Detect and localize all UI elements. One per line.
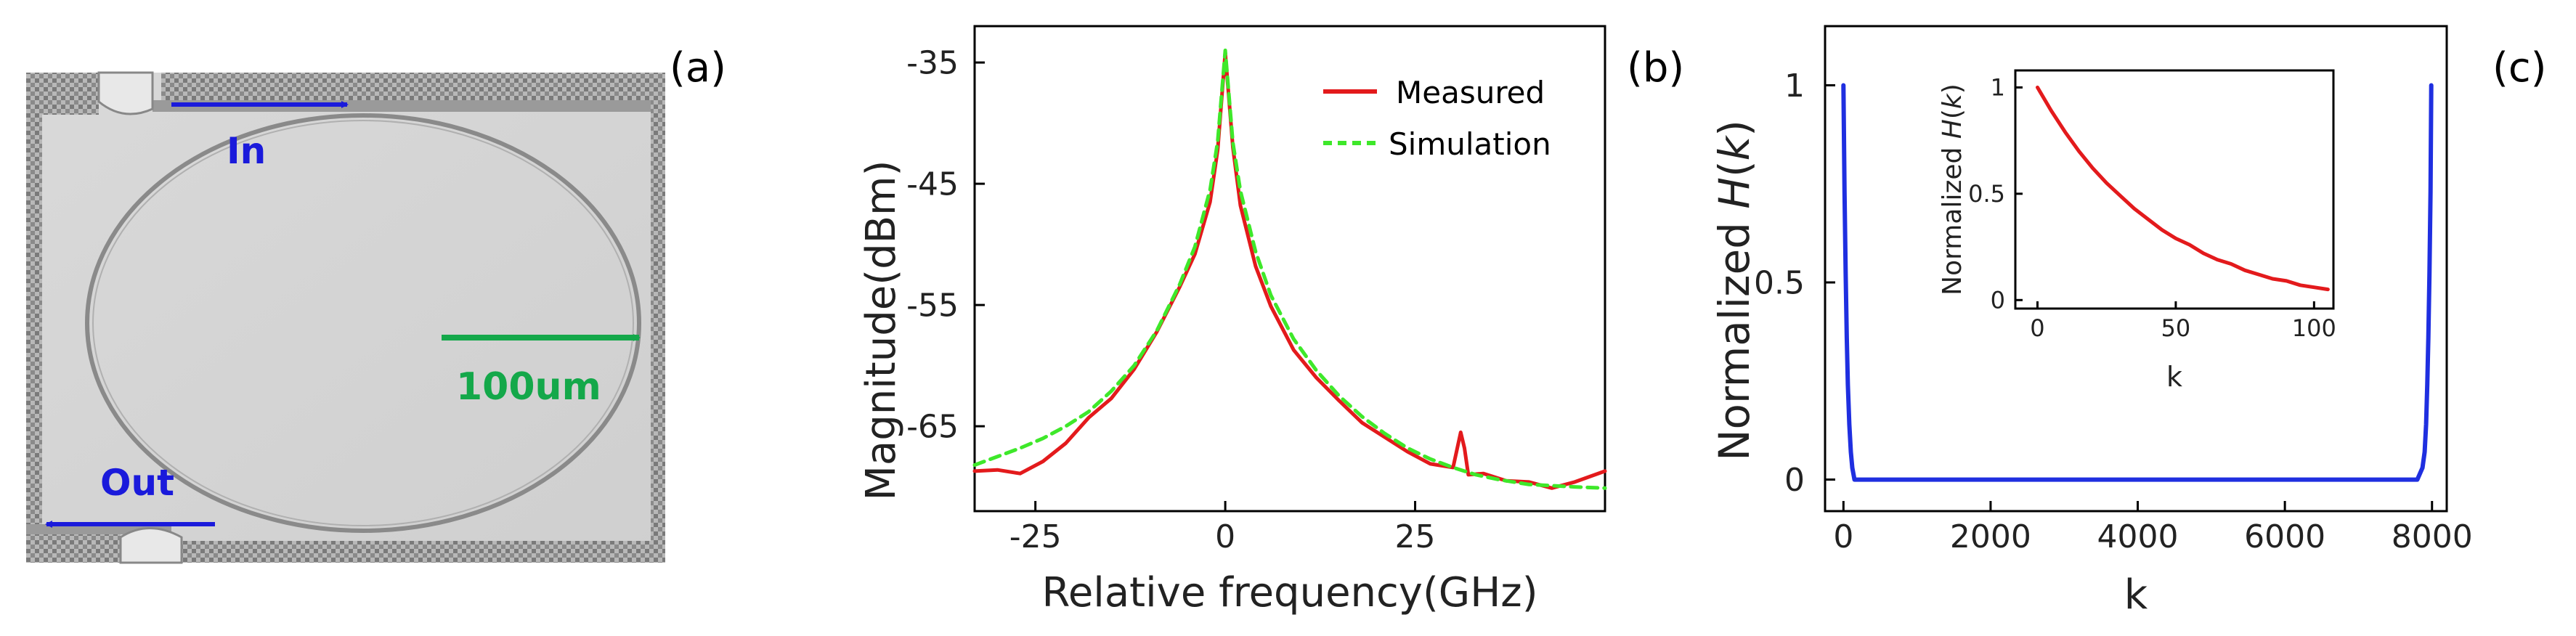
panel-b-yticks: -35 -45 -55 -65 [906,45,985,446]
ring-resonator-inner [92,120,634,526]
panel-c-ytick-label: 0.5 [1754,264,1805,301]
panel-c-yticks: 00.51 [1754,68,1835,499]
scale-label: 100um [456,365,601,409]
inset-ytick-label: 0 [1991,286,2005,314]
top-border-right [161,73,665,100]
panel-b-xlabel: Relative frequency(GHz) [1041,569,1537,616]
legend-measured-label: Measured [1396,75,1545,110]
inset-yticks: 00.51 [1968,74,2023,314]
panel-c-ylabel: Normalized H(k) [1710,120,1759,461]
panel-b: -25 0 25 -35 -45 -55 -65 Relative frequency(G… [858,25,1684,616]
chip-image [26,73,665,563]
inset-series-0-line [2036,85,2330,292]
right-border [651,73,665,563]
panel-c-xtick-label: 0 [1833,518,1853,555]
inset-ylabel-open: ( [1938,109,1967,119]
panel-b-ytick-label: -65 [906,409,959,446]
ring-resonator [85,113,641,533]
out-label: Out [100,462,174,504]
inset-xticks: 0 50 100 [2030,301,2336,342]
inset-ylabel-arg: k [1938,92,1967,109]
top-coupler-notch [97,71,154,115]
panel-c-xtick-label: 4000 [2097,518,2179,555]
panel-c: 0 2000 4000 6000 8000 00.51 k Normalized H(k… [1710,25,2546,619]
inset-xtick-label: 0 [2030,314,2044,342]
panel-c-ylabel-var: H [1710,177,1759,209]
inset-xtick-label: 50 [2161,314,2191,342]
panel-c-xtick-label: 8000 [2392,518,2473,555]
panel-b-xticks: -25 0 25 [1009,501,1436,555]
legend-simulation-label: Simulation [1389,126,1551,162]
panel-c-ytick-label: 1 [1784,68,1805,105]
left-border [26,73,42,563]
inset-ytick-label: 1 [1991,74,2005,102]
inset-ylabel-close: ) [1938,83,1967,94]
panel-c-xtick-label: 6000 [2244,518,2325,555]
in-label: In [227,130,266,172]
panel-b-ytick-label: -35 [906,45,959,82]
panel-b-legend: Measured Simulation [1323,75,1551,162]
bottom-border-left [26,534,121,563]
panel-b-ytick-label: -55 [906,288,959,325]
panel-c-xtick-label: 2000 [1950,518,2031,555]
panel-c-ylabel-prefix: Normalized [1710,209,1759,461]
panel-c-xlabel: k [2124,571,2148,619]
inset-xlabel: k [2166,361,2182,393]
panel-a-label: (a) [670,44,726,91]
panel-c-xticks: 0 2000 4000 6000 8000 [1833,501,2473,555]
panel-c-ylabel-open: ( [1710,160,1759,177]
panel-b-xtick-label: 0 [1215,518,1235,555]
panel-c-series [1841,83,2434,482]
panel-b-label: (b) [1627,44,1684,91]
panel-c-ytick-label: 0 [1784,462,1805,499]
bottom-coupler-notch [119,527,183,564]
panel-b-xtick-label: -25 [1009,518,1062,555]
panel-b-xtick-label: 25 [1395,518,1436,555]
panel-c-ylabel-close: ) [1710,120,1759,136]
inset-xtick-label: 100 [2292,314,2336,342]
inset-chart: 0 50 100 00.51 k Normalized H(k) [1938,69,2336,393]
panel-b-ytick-label: -45 [906,166,959,203]
inset-ylabel: Normalized H(k) [1938,83,1967,295]
panel-c-series-0-line [1841,83,2434,482]
inset-series [2036,85,2330,292]
panel-b-frame [973,25,1606,513]
panel-c-label: (c) [2492,44,2546,91]
inset-frame [2014,69,2335,310]
inset-ytick-label: 0.5 [1968,180,2005,208]
panel-a: In Out 100um (a) [26,44,726,564]
panel-b-series [972,48,1607,490]
bottom-border-right [182,541,665,563]
panel-c-ylabel-arg: k [1710,134,1759,160]
inset-ylabel-prefix: Normalized [1938,139,1967,295]
panel-c-frame [1824,25,2448,513]
panel-b-ylabel: Magnitude(dBm) [858,160,905,501]
panel-b-series-1-line [972,48,1607,490]
inset-ylabel-var: H [1938,119,1967,139]
